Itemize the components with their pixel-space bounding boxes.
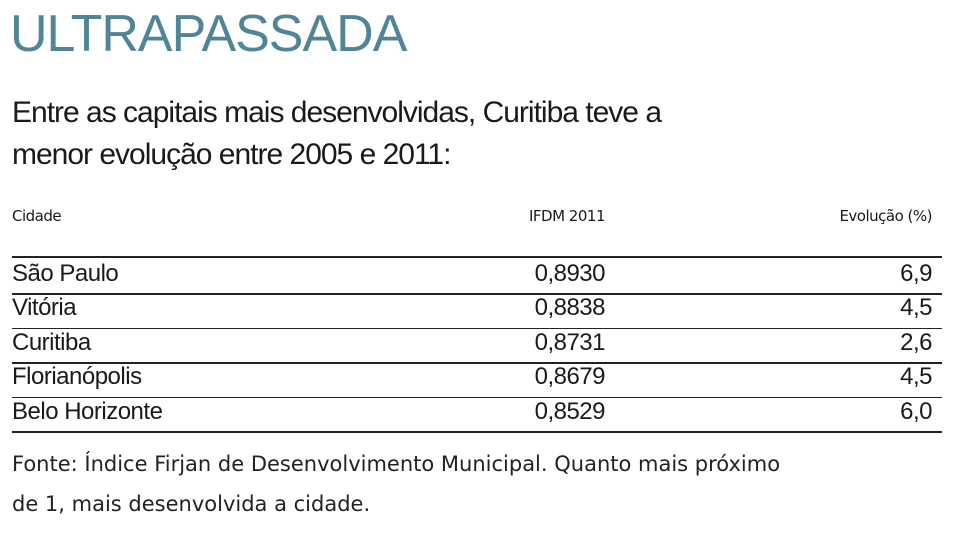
cell-city: Vitória	[12, 294, 77, 322]
row-rule	[12, 431, 942, 433]
cell-evolution: 4,5	[900, 363, 932, 391]
row-rule	[12, 362, 942, 364]
cell-city: Belo Horizonte	[12, 397, 163, 425]
header-rule	[12, 256, 942, 258]
cell-evolution: 6,0	[900, 397, 932, 425]
row-rule	[12, 396, 942, 399]
column-header: Evolução (%)	[839, 207, 932, 225]
column-header: IFDM 2011	[529, 207, 606, 225]
title: ULTRAPASSADA	[10, 5, 407, 63]
column-header: Cidade	[12, 207, 62, 225]
cell-evolution: 6,9	[900, 260, 932, 287]
cell-ifdm: 0,8838	[534, 294, 606, 322]
cell-evolution: 4,5	[900, 294, 932, 322]
subtitle: menor evolução entre 2005 e 2011:	[12, 138, 451, 171]
cell-city: Curitiba	[12, 328, 91, 356]
subtitle: Entre as capitais mais desenvolvidas, Cu…	[12, 96, 662, 129]
row-rule	[12, 327, 942, 330]
cell-ifdm: 0,8679	[534, 363, 606, 391]
cell-evolution: 2,6	[900, 328, 932, 356]
footer: Fonte: Índice Firjan de Desenvolvimento …	[12, 452, 781, 476]
cell-city: São Paulo	[12, 260, 119, 287]
cell-city: Florianópolis	[12, 363, 142, 391]
row-rule	[12, 293, 942, 295]
footer: de 1, mais desenvolvida a cidade.	[12, 492, 371, 516]
cell-ifdm: 0,8731	[534, 328, 606, 356]
cell-ifdm: 0,8529	[534, 397, 606, 425]
cell-ifdm: 0,8930	[534, 260, 606, 287]
